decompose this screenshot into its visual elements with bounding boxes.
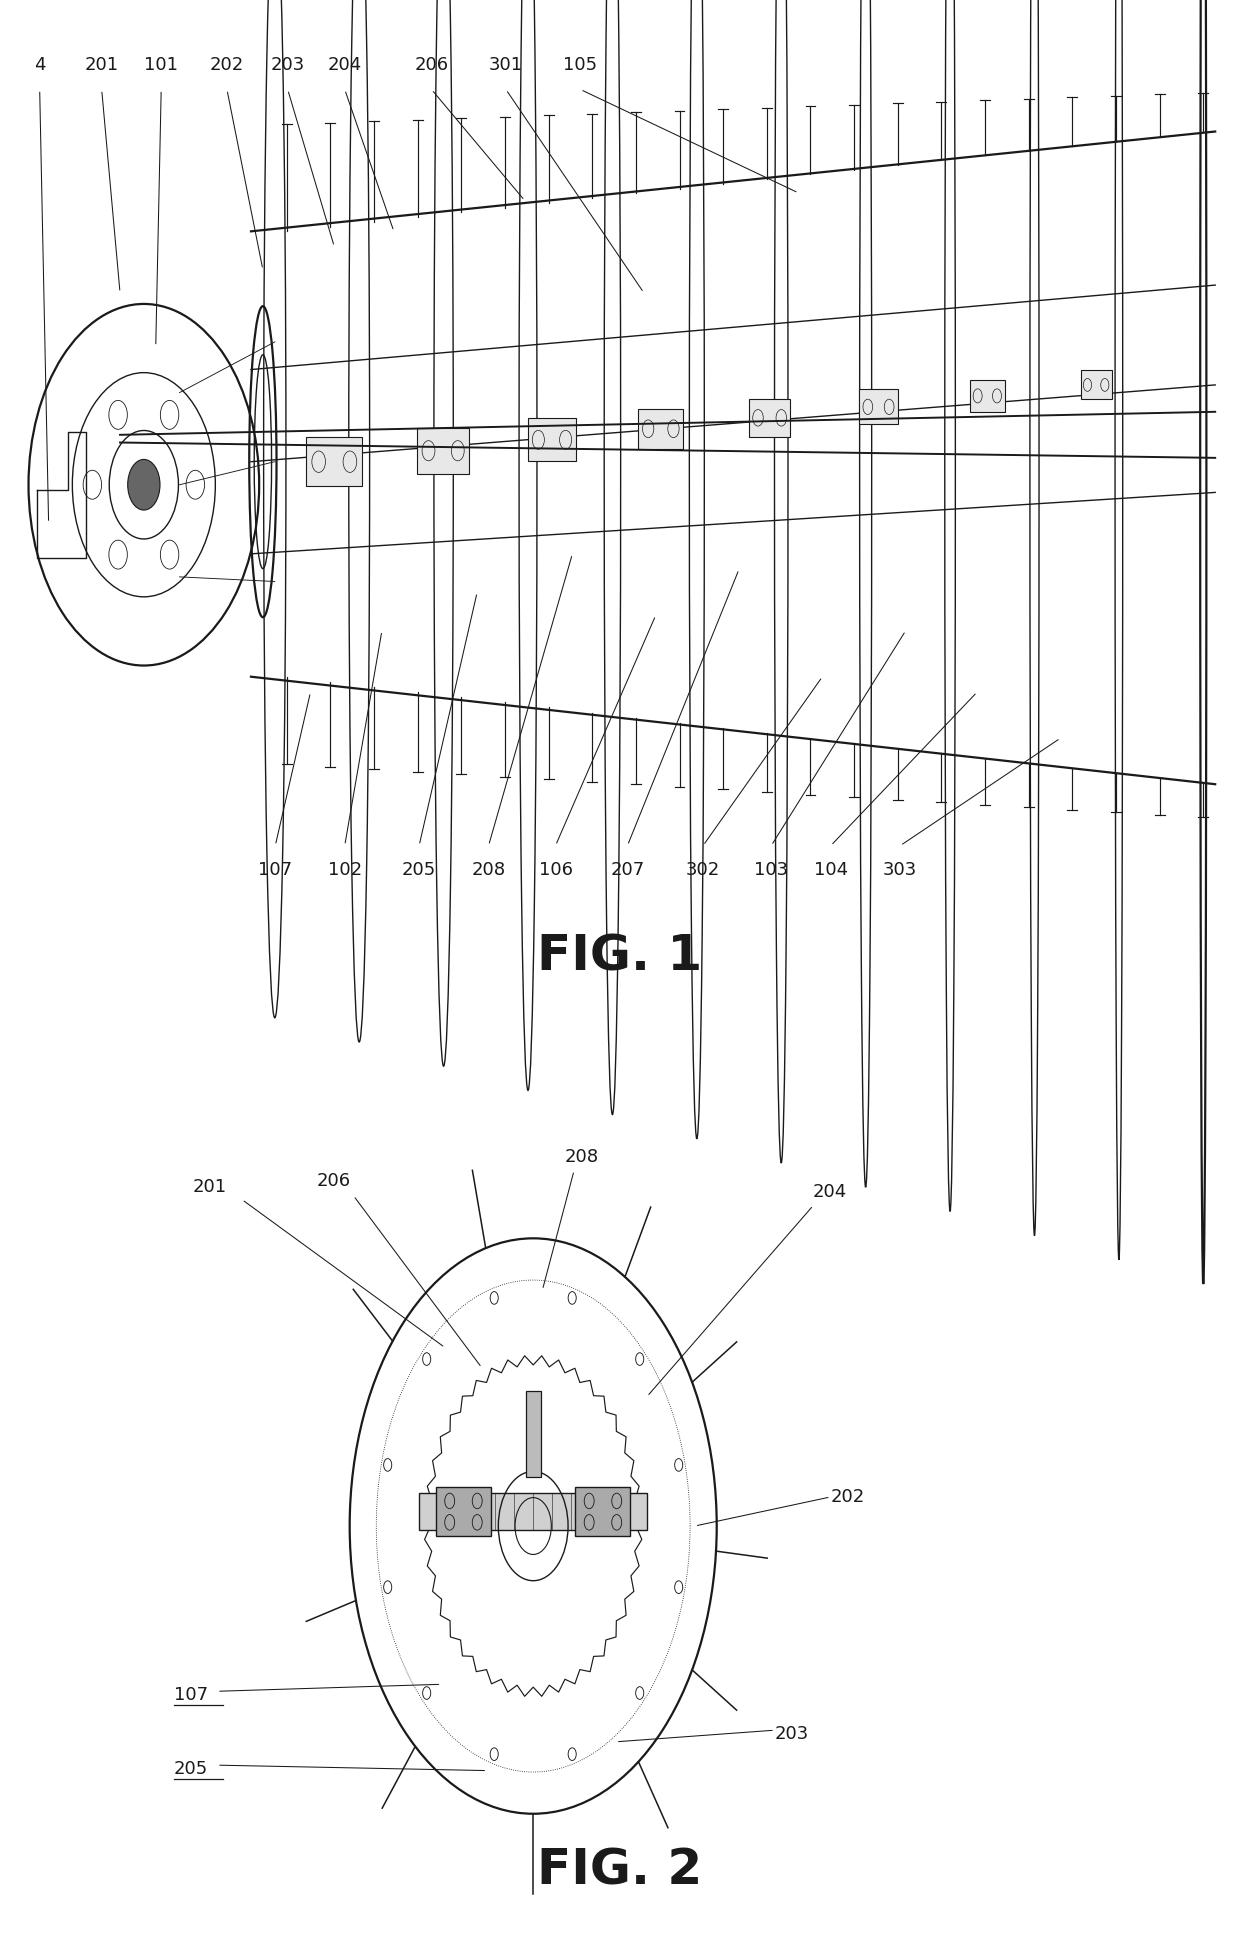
Text: 107: 107 bbox=[258, 861, 293, 879]
Text: 104: 104 bbox=[813, 861, 848, 879]
Text: 206: 206 bbox=[316, 1172, 351, 1190]
Text: 106: 106 bbox=[538, 861, 573, 879]
Text: 301: 301 bbox=[489, 56, 523, 74]
Bar bbox=[970, 379, 1004, 412]
Text: 101: 101 bbox=[144, 56, 179, 74]
Text: 303: 303 bbox=[883, 861, 918, 879]
Bar bbox=[575, 1487, 630, 1536]
Text: 107: 107 bbox=[174, 1685, 208, 1705]
Bar bbox=[417, 428, 469, 474]
Text: 201: 201 bbox=[192, 1178, 227, 1196]
Bar bbox=[436, 1487, 491, 1536]
Bar bbox=[1081, 369, 1112, 400]
Bar bbox=[526, 1390, 541, 1477]
Text: 208: 208 bbox=[564, 1149, 599, 1166]
Bar bbox=[419, 1493, 647, 1530]
Text: 204: 204 bbox=[812, 1184, 847, 1201]
Text: 4: 4 bbox=[33, 56, 46, 74]
Text: FIG. 2: FIG. 2 bbox=[537, 1847, 703, 1893]
Bar bbox=[639, 408, 683, 449]
Text: 204: 204 bbox=[327, 56, 362, 74]
Text: 302: 302 bbox=[686, 861, 720, 879]
Text: 207: 207 bbox=[610, 861, 645, 879]
Circle shape bbox=[128, 459, 160, 509]
Text: 102: 102 bbox=[327, 861, 362, 879]
Bar bbox=[859, 389, 898, 424]
Text: 203: 203 bbox=[270, 56, 305, 74]
Bar bbox=[306, 437, 362, 486]
Bar bbox=[749, 399, 790, 437]
Text: 202: 202 bbox=[831, 1487, 866, 1507]
Text: 203: 203 bbox=[775, 1724, 810, 1744]
Text: 208: 208 bbox=[471, 861, 506, 879]
Text: 206: 206 bbox=[414, 56, 449, 74]
Text: 105: 105 bbox=[563, 56, 598, 74]
Text: FIG. 1: FIG. 1 bbox=[537, 933, 703, 980]
Text: 205: 205 bbox=[174, 1759, 208, 1779]
Text: 205: 205 bbox=[402, 861, 436, 879]
Text: 202: 202 bbox=[210, 56, 244, 74]
Text: 201: 201 bbox=[84, 56, 119, 74]
Text: 103: 103 bbox=[754, 861, 789, 879]
Bar bbox=[528, 418, 577, 461]
